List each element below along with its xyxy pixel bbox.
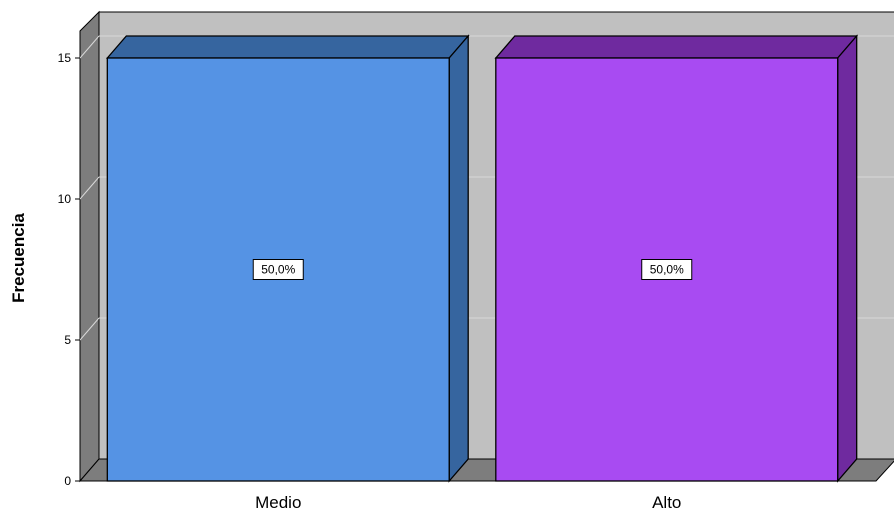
data-label-text: 50,0% xyxy=(650,263,684,277)
gridline-side xyxy=(79,176,100,200)
bar-group: 50,0% xyxy=(105,34,470,483)
data-label: 50,0% xyxy=(252,259,304,280)
y-axis-ticks: 0 5 10 15 xyxy=(58,51,80,488)
data-label-text: 50,0% xyxy=(261,263,295,277)
y-tick-label: 10 xyxy=(58,192,72,206)
y-tick-label: 0 xyxy=(64,474,71,488)
y-tick-label: 15 xyxy=(58,51,72,65)
x-category-label: Medio xyxy=(255,493,301,512)
x-category-label: Alto xyxy=(652,493,681,512)
x-axis-categories: Medio Alto xyxy=(255,493,681,512)
y-tick-label: 5 xyxy=(64,333,71,347)
data-label-box xyxy=(252,259,304,280)
y-axis-title: Frecuencia xyxy=(9,213,28,303)
bar-top xyxy=(105,35,470,59)
bar-side xyxy=(837,34,858,483)
bar-group: 50,0% xyxy=(494,34,859,483)
bar-side xyxy=(448,34,469,483)
gridline-side xyxy=(79,317,100,341)
data-label: 50,0% xyxy=(641,259,693,280)
data-label-box xyxy=(641,259,693,280)
left-wall xyxy=(79,10,100,483)
gridline-side xyxy=(79,35,100,59)
bars: 50,0% 50,0% xyxy=(105,34,859,483)
bar-top xyxy=(494,35,859,59)
